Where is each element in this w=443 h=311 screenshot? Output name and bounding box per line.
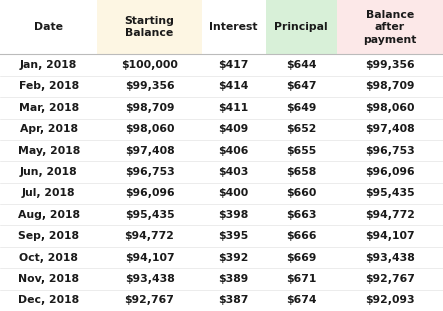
Text: $644: $644 [286, 60, 316, 70]
Text: $674: $674 [286, 295, 316, 305]
Text: $409: $409 [218, 124, 249, 134]
Text: $97,408: $97,408 [365, 124, 415, 134]
Text: Starting
Balance: Starting Balance [124, 16, 175, 39]
Text: $92,767: $92,767 [365, 274, 415, 284]
Text: Aug, 2018: Aug, 2018 [18, 210, 80, 220]
Text: $94,772: $94,772 [124, 231, 175, 241]
Text: $666: $666 [286, 231, 316, 241]
Text: $99,356: $99,356 [124, 81, 175, 91]
Text: $92,093: $92,093 [365, 295, 415, 305]
Text: Interest: Interest [210, 22, 258, 32]
Text: $98,060: $98,060 [365, 103, 415, 113]
Text: $96,753: $96,753 [124, 167, 175, 177]
Text: $98,060: $98,060 [125, 124, 174, 134]
Text: $96,096: $96,096 [124, 188, 175, 198]
Text: $660: $660 [286, 188, 316, 198]
Text: $95,435: $95,435 [124, 210, 175, 220]
Text: $655: $655 [286, 146, 316, 156]
Text: $387: $387 [218, 295, 249, 305]
Text: Date: Date [34, 22, 63, 32]
Text: Feb, 2018: Feb, 2018 [19, 81, 79, 91]
Text: Dec, 2018: Dec, 2018 [18, 295, 79, 305]
Text: $99,356: $99,356 [365, 60, 415, 70]
Text: $98,709: $98,709 [365, 81, 415, 91]
Text: $94,107: $94,107 [365, 231, 415, 241]
Text: $658: $658 [286, 167, 316, 177]
Text: $671: $671 [286, 274, 316, 284]
Text: $95,435: $95,435 [365, 188, 415, 198]
Text: Apr, 2018: Apr, 2018 [20, 124, 78, 134]
Text: Principal: Principal [274, 22, 328, 32]
Text: $411: $411 [218, 103, 249, 113]
Bar [266, 0, 337, 54]
Text: $417: $417 [218, 60, 249, 70]
Text: $649: $649 [286, 103, 316, 113]
Text: $97,408: $97,408 [124, 146, 175, 156]
Text: $669: $669 [286, 253, 316, 262]
Text: Oct, 2018: Oct, 2018 [19, 253, 78, 262]
Text: $100,000: $100,000 [121, 60, 178, 70]
Text: $98,709: $98,709 [125, 103, 174, 113]
Text: $93,438: $93,438 [365, 253, 415, 262]
Text: Balance
after
payment: Balance after payment [363, 10, 416, 44]
Text: $406: $406 [218, 146, 249, 156]
Text: Jun, 2018: Jun, 2018 [20, 167, 78, 177]
Text: Jul, 2018: Jul, 2018 [22, 188, 75, 198]
Text: $663: $663 [286, 210, 316, 220]
Text: $414: $414 [218, 81, 249, 91]
Text: $395: $395 [218, 231, 249, 241]
Text: $94,107: $94,107 [124, 253, 175, 262]
Text: $92,767: $92,767 [124, 295, 175, 305]
Text: $392: $392 [218, 253, 249, 262]
Text: Nov, 2018: Nov, 2018 [18, 274, 79, 284]
Text: $403: $403 [218, 167, 249, 177]
Bar [97, 0, 202, 54]
Text: Mar, 2018: Mar, 2018 [19, 103, 79, 113]
Text: $400: $400 [218, 188, 249, 198]
Text: $96,753: $96,753 [365, 146, 415, 156]
Text: $389: $389 [218, 274, 249, 284]
Text: $93,438: $93,438 [124, 274, 175, 284]
Bar [337, 0, 443, 54]
Text: May, 2018: May, 2018 [18, 146, 80, 156]
Text: $398: $398 [218, 210, 249, 220]
Text: $96,096: $96,096 [365, 167, 415, 177]
Text: Jan, 2018: Jan, 2018 [20, 60, 78, 70]
Text: $94,772: $94,772 [365, 210, 415, 220]
Text: $647: $647 [286, 81, 316, 91]
Text: Sep, 2018: Sep, 2018 [18, 231, 79, 241]
Text: $652: $652 [286, 124, 316, 134]
